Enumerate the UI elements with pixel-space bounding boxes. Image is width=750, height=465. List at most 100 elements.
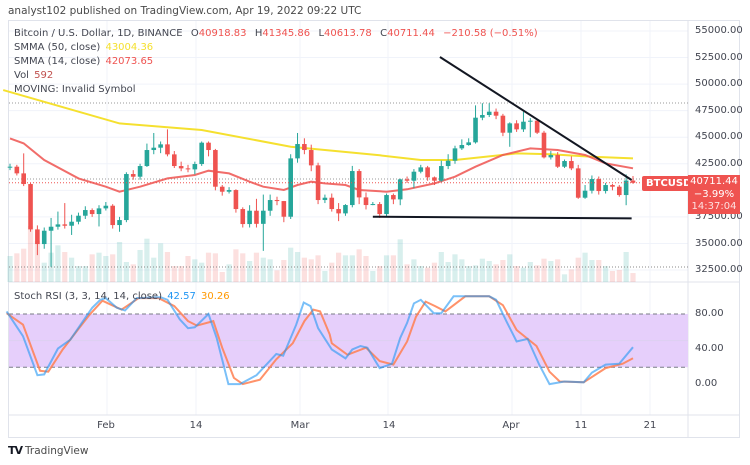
candle-body: [569, 161, 574, 169]
volume-bar: [452, 254, 458, 282]
candle-body: [233, 190, 239, 210]
candle-body: [117, 220, 122, 226]
candle-body: [350, 171, 355, 206]
tradingview-logo[interactable]: TV TradingView: [8, 444, 88, 457]
candle-body: [89, 210, 95, 215]
volume-bar: [151, 257, 157, 282]
candle-body: [582, 190, 588, 198]
candle-body: [438, 166, 444, 181]
candle-body: [206, 142, 211, 151]
candle-body: [41, 230, 47, 245]
candle-body: [48, 226, 54, 231]
candle-body: [172, 154, 177, 167]
candle-body: [603, 185, 608, 192]
candle-body: [425, 167, 430, 178]
smma14-legend[interactable]: SMMA (14, close) 42073.65: [14, 55, 155, 68]
volume-bar: [623, 252, 629, 282]
candle-body: [274, 200, 280, 202]
volume-bar: [466, 266, 472, 282]
candle-body: [562, 161, 567, 167]
smma50-legend[interactable]: SMMA (50, close) 43004.36: [14, 41, 155, 54]
candle-body: [247, 210, 252, 225]
last-price: 40711.44: [690, 176, 738, 187]
candle-body: [226, 190, 232, 192]
candle-body: [219, 186, 225, 192]
candle-body: [199, 142, 204, 165]
vol-label: Vol: [14, 70, 29, 81]
candle-body: [35, 229, 40, 245]
moving-label: MOVING: Invalid Symbol: [14, 84, 136, 95]
volume-bar: [363, 256, 369, 282]
last-price-box: 40711.44 −3.99% 14:37:04: [688, 175, 740, 214]
candle-body: [137, 166, 143, 177]
volume-bar: [123, 262, 129, 282]
time-tick: Feb: [97, 420, 115, 431]
volume-bar: [418, 266, 424, 282]
volume-bar: [274, 270, 280, 282]
candle-body: [384, 195, 389, 215]
volume-bar: [575, 257, 581, 282]
candle-body: [418, 167, 424, 172]
price-tick: 42500.00: [695, 158, 743, 169]
volume-bar: [226, 264, 232, 282]
stoch-d-line: [6, 295, 634, 386]
candle-body: [267, 200, 273, 211]
candle-body: [555, 155, 560, 167]
volume-bar: [370, 271, 376, 282]
volume-bar: [212, 253, 218, 282]
stoch-tick: 0.00: [695, 378, 718, 389]
stoch-k-value: 42.57: [167, 291, 196, 302]
price-tick: 52500.00: [695, 52, 743, 63]
candle-body: [397, 179, 403, 200]
volume-bar: [55, 245, 61, 282]
candle-body: [295, 144, 300, 159]
candle-body: [575, 168, 581, 198]
volume-bar: [616, 270, 622, 282]
volume-bar: [89, 254, 95, 282]
volume-bar: [247, 261, 253, 282]
close-value: 40711.44: [387, 28, 435, 39]
volume-legend[interactable]: Vol 592: [14, 69, 55, 82]
volume-bar: [192, 259, 198, 282]
volume-bar: [34, 241, 40, 282]
candle-body: [55, 224, 61, 227]
volume-bar: [219, 272, 225, 282]
price-tick: 50000.00: [695, 78, 743, 89]
price-tick: 37500.00: [695, 211, 743, 222]
volume-bar: [411, 259, 417, 282]
change-value: −210.58 (−0.51%): [443, 28, 538, 39]
volume-bar: [21, 248, 27, 282]
volume-bar: [7, 256, 13, 282]
candle-body: [254, 210, 259, 224]
volume-bar: [62, 252, 68, 282]
candle-body: [28, 184, 33, 230]
candle-body: [14, 166, 20, 174]
candle-body: [473, 117, 478, 143]
volume-bar: [404, 264, 410, 282]
candle-body: [623, 180, 629, 196]
logo-text: TradingView: [25, 444, 89, 457]
volume-bar: [164, 252, 171, 282]
volume-bar: [116, 242, 123, 282]
candle-body: [521, 121, 526, 130]
candle-body: [240, 209, 246, 225]
time-tick: 14: [382, 420, 396, 431]
candle-body: [69, 221, 74, 226]
candle-body: [288, 158, 293, 217]
volume-bar: [240, 253, 246, 282]
volume-bar: [308, 259, 314, 282]
volume-bar: [377, 266, 383, 282]
stoch-legend[interactable]: Stoch RSI (3, 3, 14, 14, close) 42.57 30…: [14, 290, 232, 303]
volume-bar: [96, 252, 102, 282]
volume-bar: [568, 269, 574, 282]
time-tick: 14: [189, 420, 203, 431]
candle-body: [76, 215, 81, 222]
volume-bar: [397, 239, 403, 282]
candle-body: [493, 111, 499, 116]
candle-body: [343, 205, 348, 214]
volume-bar: [349, 255, 355, 282]
candle-body: [486, 111, 492, 116]
moving-legend[interactable]: MOVING: Invalid Symbol: [14, 83, 138, 96]
candle-body: [363, 197, 369, 206]
